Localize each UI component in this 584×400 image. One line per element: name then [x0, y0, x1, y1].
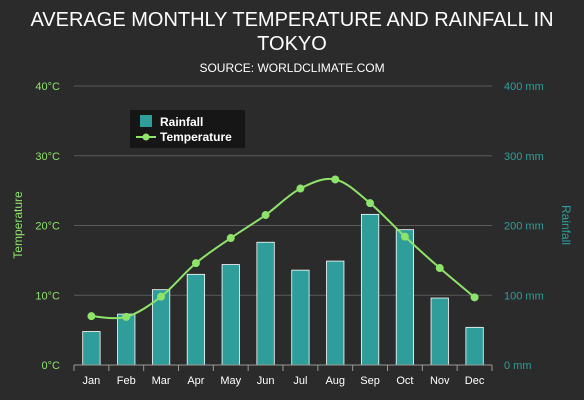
temperature-line-path: [91, 177, 476, 320]
rainfall-bar: [395, 229, 415, 366]
y-left-tick-label: 0°C: [42, 360, 61, 372]
y-left-tick-label: 20°C: [35, 221, 60, 233]
temperature-line: [87, 175, 479, 321]
legend-rainfall-label: Rainfall: [160, 115, 203, 129]
x-tick-label: Jan: [83, 375, 101, 387]
y-right-tick-label: 300 mm: [504, 151, 544, 163]
temperature-point: [226, 234, 235, 243]
x-tick-label: Jun: [257, 375, 275, 387]
rainfall-bar: [360, 213, 380, 366]
y-right-tick-label: 0 mm: [504, 360, 532, 372]
temperature-point: [122, 312, 131, 321]
temperature-point: [470, 293, 479, 302]
legend-temperature-marker: [142, 133, 150, 141]
x-tick-label: Feb: [117, 375, 136, 387]
temperature-point: [157, 292, 166, 301]
legend-rainfall-swatch: [140, 115, 152, 127]
legend: Rainfall Temperature: [130, 110, 245, 148]
x-tick-label: Jul: [293, 375, 307, 387]
y-right-tick-label: 400 mm: [504, 81, 544, 93]
rainfall-bar: [291, 269, 310, 366]
y-left-axis-title: Temperature: [11, 191, 25, 259]
temperature-point: [296, 184, 305, 193]
y-right-tick-label: 200 mm: [504, 221, 544, 233]
x-tick-label: Sep: [360, 375, 380, 387]
rainfall-bar: [430, 297, 449, 366]
temperature-point: [87, 312, 96, 321]
legend-temperature-label: Temperature: [160, 130, 232, 144]
rainfall-bar: [221, 264, 240, 366]
x-tick-label: Dec: [465, 375, 485, 387]
y-right-tick-label: 100 mm: [504, 290, 544, 302]
rainfall-bar: [256, 241, 275, 366]
temperature-point: [191, 259, 200, 268]
temperature-point: [435, 264, 444, 273]
chart-title-line-2: TOKYO: [257, 33, 327, 55]
rainfall-bars: [82, 213, 484, 366]
x-tick-label: Aug: [325, 375, 345, 387]
y-right-axis-title: Rainfall: [559, 205, 573, 245]
rainfall-bar: [326, 260, 345, 366]
axes: 0°C 10°C 20°C 30°C 40°C 0 mm 100 mm 200 mm 300 m…: [35, 81, 543, 387]
x-tick-label: Oct: [396, 375, 413, 387]
rainfall-bar: [82, 331, 101, 366]
rainfall-bar: [186, 273, 206, 366]
chart-subtitle: SOURCE: WORLDCLIMATE.COM: [199, 61, 384, 75]
rainfall-bar: [465, 326, 484, 366]
y-left-tick-label: 40°C: [35, 81, 60, 93]
chart-title-line-1: AVERAGE MONTHLY TEMPERATURE AND RAINFALL…: [30, 9, 553, 31]
temperature-point: [366, 199, 375, 208]
rainfall-bar: [117, 313, 136, 366]
gridlines: [74, 85, 492, 296]
x-tick-label: Apr: [187, 375, 204, 387]
y-left-tick-label: 10°C: [35, 290, 60, 302]
x-tick-label: Nov: [430, 375, 450, 387]
temperature-point: [331, 175, 340, 184]
y-left-tick-label: 30°C: [35, 151, 60, 163]
temperature-point: [400, 232, 409, 241]
temperature-point: [261, 211, 270, 220]
x-tick-label: Mar: [152, 375, 171, 387]
x-tick-label: May: [220, 375, 241, 387]
